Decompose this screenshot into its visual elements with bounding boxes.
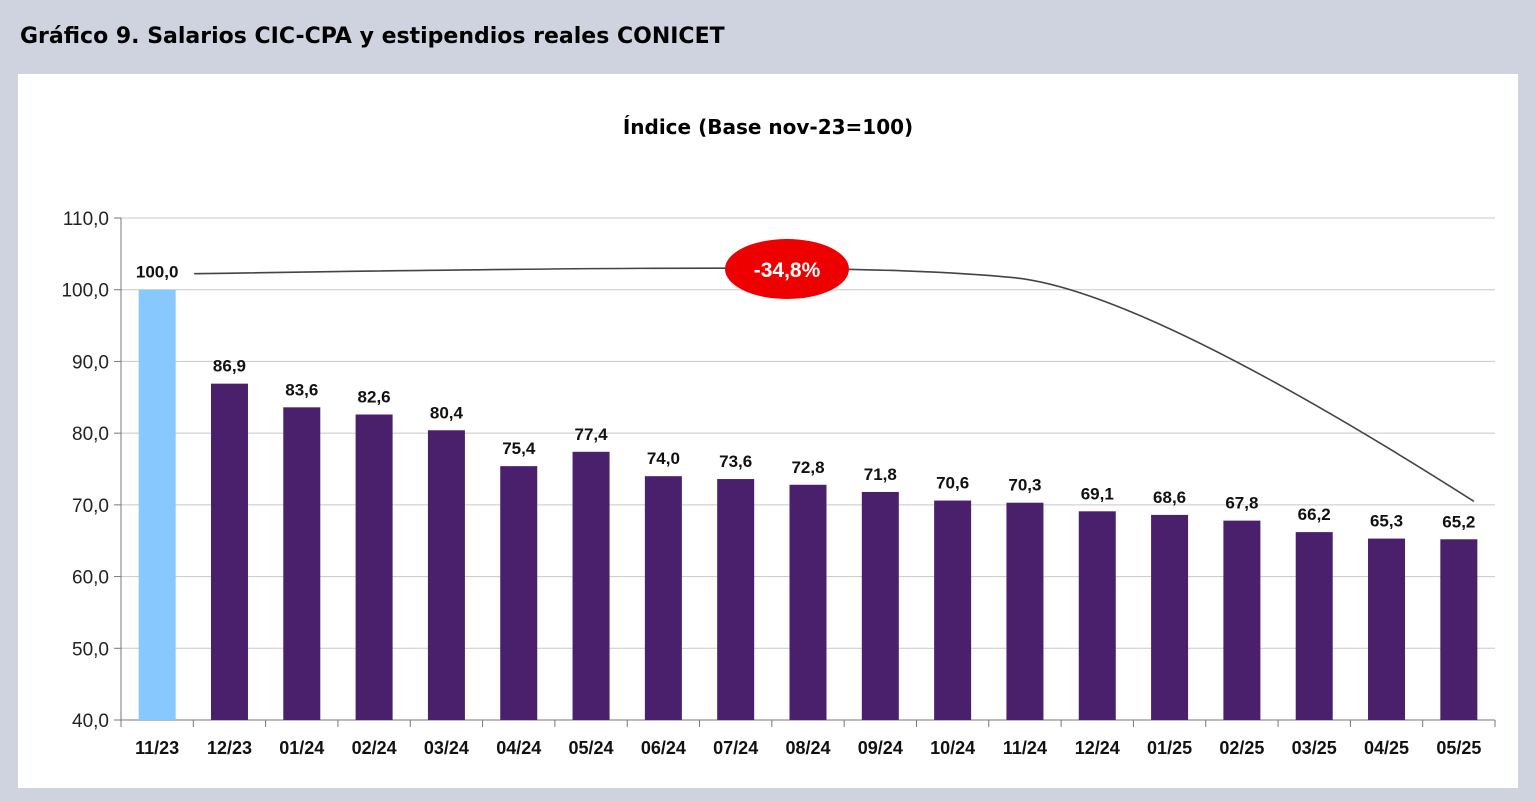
- decline-callout-ellipse: [725, 239, 849, 299]
- data-label: 73,6: [719, 452, 752, 471]
- x-tick-label: 02/25: [1219, 738, 1264, 758]
- x-tick-label: 06/24: [641, 738, 686, 758]
- bar-03-24: [427, 430, 465, 720]
- bar-05-24: [572, 451, 610, 720]
- bar-01-25: [1151, 514, 1189, 720]
- bar-11-24: [1006, 502, 1044, 720]
- bar-06-24: [644, 476, 682, 720]
- x-tick-label: 08/24: [785, 738, 830, 758]
- x-tick-label: 05/24: [569, 738, 614, 758]
- decline-connector-line: [194, 267, 1475, 502]
- bars: [138, 289, 1478, 720]
- bar-01-24: [283, 407, 321, 720]
- data-label: 75,4: [502, 439, 536, 458]
- chart-title: Índice (Base nov-23=100): [623, 115, 913, 139]
- data-label: 100,0: [136, 263, 179, 282]
- decline-annotation: -34,8%: [194, 239, 1475, 502]
- bar-05-25: [1440, 539, 1478, 720]
- data-label: 82,6: [358, 387, 391, 406]
- x-tick-label: 02/24: [352, 738, 397, 758]
- data-label: 69,1: [1081, 484, 1114, 503]
- y-tick-label: 70,0: [72, 496, 109, 517]
- x-tick-labels: 11/23 12/23 01/24 02/24 03/24 04/24 05/24 06/24…: [135, 738, 1481, 758]
- data-label: 65,2: [1442, 512, 1475, 531]
- y-tick-label: 80,0: [72, 424, 109, 445]
- y-tick-label: 100,0: [61, 281, 109, 302]
- x-tick-label: 10/24: [930, 738, 975, 758]
- data-label: 71,8: [864, 465, 897, 484]
- data-label: 70,6: [936, 474, 969, 493]
- data-label: 66,2: [1298, 505, 1331, 524]
- bar-12-24: [1078, 511, 1116, 720]
- data-label: 67,8: [1225, 494, 1258, 513]
- y-tick-label: 40,0: [72, 711, 109, 732]
- data-label: 83,6: [285, 380, 318, 399]
- bar-02-25: [1223, 520, 1261, 720]
- axes: 40,0 50,0 60,0 70,0 80,0 90,0 100,0 110,0: [61, 209, 1496, 732]
- bar-chart: Índice (Base nov-23=100) 40,0 50,0 60,0 70,…: [61, 115, 1496, 758]
- x-tick-label: 12/24: [1075, 738, 1120, 758]
- data-label: 80,4: [430, 403, 464, 422]
- data-label: 70,3: [1008, 476, 1041, 495]
- data-label: 65,3: [1370, 512, 1403, 531]
- decline-callout-label: -34,8%: [754, 259, 821, 282]
- x-tick-label: 04/25: [1364, 738, 1409, 758]
- data-label: 72,8: [791, 458, 824, 477]
- data-label: 68,6: [1153, 488, 1186, 507]
- y-tick-label: 60,0: [72, 568, 109, 589]
- x-tick-label: 09/24: [858, 738, 903, 758]
- bar-10-24: [934, 500, 972, 720]
- y-tick-label: 50,0: [72, 639, 109, 660]
- data-label: 86,9: [213, 357, 246, 376]
- x-tick-label: 04/24: [496, 738, 541, 758]
- x-tick-label: 05/25: [1436, 738, 1481, 758]
- y-tick-label: 90,0: [72, 352, 109, 373]
- bar-11-23: [138, 289, 176, 720]
- bar-04-24: [500, 466, 538, 720]
- bar-04-25: [1368, 538, 1406, 720]
- bar-09-24: [861, 491, 899, 720]
- bar-02-24: [355, 414, 393, 720]
- bar-12-23: [210, 383, 248, 720]
- x-tick-label: 07/24: [713, 738, 758, 758]
- data-labels: 100,0 86,9 83,6 82,6 80,4 75,4 77,4 74,0 73,6 72,…: [136, 263, 1476, 532]
- y-tick-label: 110,0: [63, 209, 109, 230]
- x-tick-label: 03/25: [1292, 738, 1337, 758]
- bar-03-25: [1295, 532, 1333, 720]
- x-tick-label: 03/24: [424, 738, 469, 758]
- data-label: 74,0: [647, 449, 680, 468]
- bar-07-24: [717, 479, 755, 720]
- x-tick-label: 01/25: [1147, 738, 1192, 758]
- bar-08-24: [789, 484, 827, 720]
- x-tick-label: 12/23: [207, 738, 252, 758]
- chart-panel: Índice (Base nov-23=100) 40,0 50,0 60,0 70,…: [18, 74, 1518, 788]
- x-tick-label: 11/23: [135, 738, 179, 758]
- x-tick-label: 11/24: [1003, 738, 1047, 758]
- data-label: 77,4: [575, 425, 609, 444]
- x-tick-label: 01/24: [279, 738, 324, 758]
- figure-title: Gráfico 9. Salarios CIC-CPA y estipendio…: [20, 24, 725, 49]
